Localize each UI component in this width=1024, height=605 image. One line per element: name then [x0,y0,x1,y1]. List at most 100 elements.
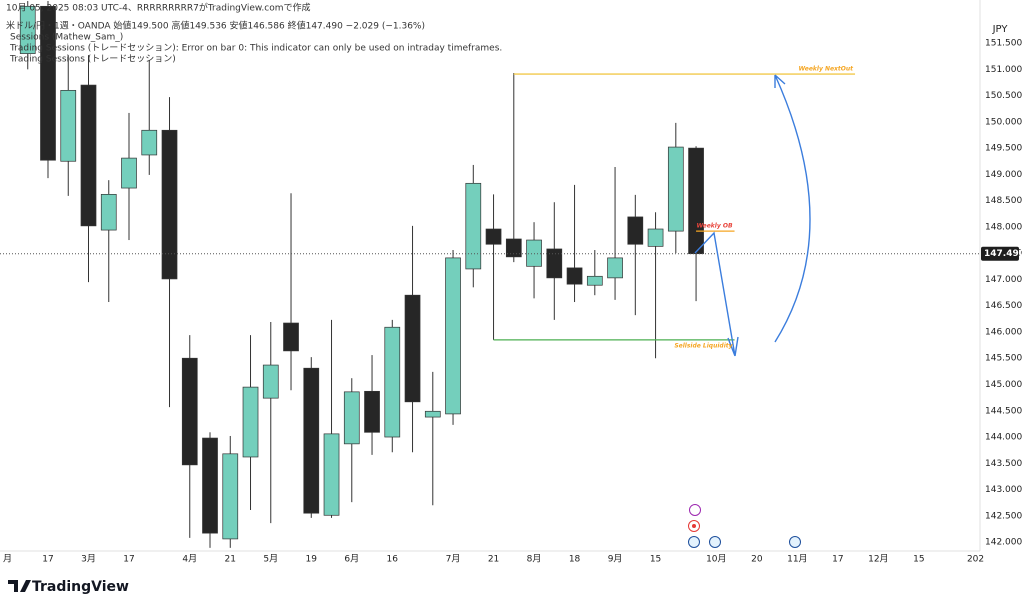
x-tick-label: 6月 [344,554,359,565]
x-tick-label: 20 [751,555,763,565]
currency: JPY [992,24,1009,35]
y-tick-label: 142.000 [985,538,1022,548]
level-label: Weekly NextOut [799,66,855,73]
x-tick-label: 8月 [527,554,542,565]
x-tick-label: 5月 [263,554,278,565]
y-tick-label: 142.500 [985,511,1022,521]
y-tick-label: 146.500 [985,301,1022,311]
logo-mark [8,580,31,592]
logo-text: TradingView [32,579,129,595]
candle-body [222,453,239,540]
candle-body [566,267,583,285]
y-tick-label: 150.500 [985,91,1022,101]
candle-body [100,193,117,231]
indicator: Trading Sessions (トレードセッション): Error on b… [9,43,502,54]
plot-area [0,1,980,548]
candle-body [607,257,623,279]
level-label: Sellside Liquidity [674,342,733,349]
y-tick-label: 145.000 [985,380,1022,390]
event-icon[interactable] [688,536,700,548]
arrow [774,74,811,343]
y-tick-label: 148.000 [985,222,1022,232]
candle-body [364,390,380,433]
y-tick-label: 149.500 [985,144,1022,154]
y-tick-label: 145.500 [985,354,1022,364]
x-tick-label: 15 [913,555,924,565]
y-tick-label: 144.500 [985,406,1022,416]
candle-body [384,326,401,438]
y-tick-label: 143.500 [985,459,1022,469]
event-icons [688,504,801,548]
candle-body [647,228,664,247]
event-icon-dot [692,524,696,528]
y-tick-label: 147.000 [985,275,1022,285]
candle-body [667,146,684,232]
candle-body [303,367,320,514]
candle-body [141,129,158,156]
y-tick-label: 151.500 [985,39,1022,49]
x-tick-label: 4月 [182,554,197,565]
candle-body [465,182,482,270]
x-tick-label: 17 [123,555,134,565]
y-tick-label: 150.000 [985,117,1022,127]
symbol-line: 米ドル/円・1週・OANDA 始値149.500 高値149.536 安値146… [6,20,425,32]
x-tick-label: 17 [42,555,53,565]
price-label-box [981,246,1019,261]
candle-body [242,386,259,458]
candle-body [80,84,97,227]
created-by: 10月 05, 2025 08:03 UTC-4、RRRRRRRRR7がTrad… [6,2,311,14]
candle-body [586,275,603,286]
candle-body [40,5,56,161]
indicator: Trading Sessions (トレードセッション) [9,54,176,65]
y-tick-label: 148.500 [985,196,1022,206]
level-label: Weekly OB [696,223,733,230]
candle-body [424,410,441,418]
candle-body [121,157,137,189]
x-tick-label: 202 [967,555,984,565]
candle-body [323,433,340,516]
y-tick-label: 146.000 [985,327,1022,337]
candle-body [526,239,542,267]
event-icon[interactable] [689,504,701,516]
candle-body [485,228,502,245]
candle-body [343,391,360,445]
arrow [694,231,739,357]
candle-body [283,322,299,352]
x-tick-label: 21 [225,555,236,565]
y-tick-label: 143.000 [985,485,1022,495]
candle-body [445,257,461,415]
candle-body [161,129,178,280]
x-tick-label: 21 [488,555,499,565]
x-tick-label: 16 [387,555,399,565]
indicator: Sessions (Mathew_Sam_) [10,33,123,43]
x-tick-label: 18 [569,555,581,565]
x-tick-label: 12月 [868,554,888,565]
x-tick-label: 3月 [81,554,96,565]
y-tick-label: 144.000 [985,433,1022,443]
x-tick-label: 10月 [706,554,726,565]
candle-body [546,248,563,279]
candle-body [60,89,77,162]
annotations [694,74,811,357]
x-tick-label: 月 [3,554,12,565]
x-tick-label: 15 [650,555,661,565]
x-tick-label: 11月 [787,554,807,565]
x-tick-label: 17 [832,555,843,565]
event-icon[interactable] [709,536,721,548]
y-tick-label: 151.000 [985,65,1022,75]
price-label: 147.490 [984,249,1024,259]
candle-body [181,357,198,466]
y-tick-label: 149.000 [985,170,1022,180]
event-icon[interactable] [789,536,801,548]
x-tick-label: 7月 [446,554,461,565]
logo: TradingView [8,579,129,595]
candle-body [202,437,218,534]
candle-body [404,294,421,403]
candle-body [627,216,644,245]
candle-body [688,147,704,255]
candle-body [262,364,279,399]
candle-body [505,238,522,258]
x-tick-label: 19 [306,555,318,565]
